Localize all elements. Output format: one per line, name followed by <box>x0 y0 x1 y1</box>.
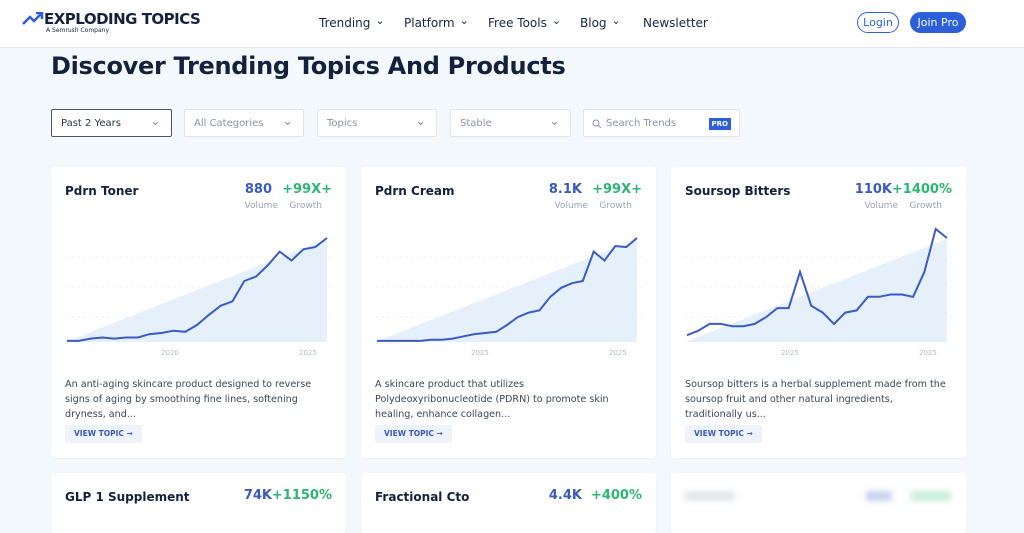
year-label: 2025 <box>919 349 937 357</box>
description: An anti-aging skincare product designed … <box>65 379 312 420</box>
trend-line <box>686 227 948 337</box>
year-label: 2025 <box>781 349 799 357</box>
locked-card <box>671 473 966 533</box>
join-button[interactable]: Join Pro <box>910 12 966 33</box>
topic-card[interactable]: Pdrn Toner 880 +99X+ Volume Growth 2020 2025 An… <box>51 167 346 458</box>
logo[interactable]: EXPLODING TOPICS <box>44 10 201 28</box>
topic-card[interactable]: Pdrn Cream 8.1K +99X+ Volume Growth 2025 2025 A… <box>361 167 656 458</box>
page: EXPLODING TOPICS A Semrush Company Trend… <box>0 0 1024 503</box>
nav-item[interactable]: Newsletter <box>643 16 708 30</box>
view-topic-button[interactable]: VIEW TOPIC <box>685 425 762 443</box>
topic-card[interactable]: GLP 1 Supplement 74K +1150% <box>51 473 346 533</box>
trend-chart <box>375 237 642 342</box>
volume: 110K <box>854 182 892 197</box>
growth: +99X+ <box>592 182 642 197</box>
trend-chart <box>685 227 952 342</box>
search-box[interactable]: Search Trends PRO <box>583 109 740 137</box>
header: EXPLODING TOPICS A Semrush Company Trend… <box>0 0 1024 48</box>
nav-item[interactable]: Free Tools <box>488 16 561 30</box>
description: A skincare product that utilizes Polydeo… <box>375 379 609 420</box>
year-label: 2025 <box>299 349 317 357</box>
topic-card[interactable]: Fractional Cto 4.4K +400% <box>361 473 656 533</box>
filter-label: Past 2 Years <box>61 118 121 129</box>
period-filter[interactable]: Past 2 Years ⌄ <box>51 109 172 137</box>
year-label: 2025 <box>609 349 627 357</box>
topic-name: Pdrn Toner <box>65 184 139 198</box>
year-label: 2020 <box>161 349 179 357</box>
description: Soursop bitters is a herbal supplement m… <box>685 379 946 420</box>
topics-filter[interactable]: Topics ⌄ <box>317 109 437 137</box>
nav-item[interactable]: Blog <box>580 16 621 30</box>
search-placeholder: Search Trends <box>606 118 677 129</box>
volume-label: Volume <box>864 201 898 211</box>
growth: +99X+ <box>282 182 332 197</box>
topic-name: GLP 1 Supplement <box>65 490 190 504</box>
volume: 74K <box>243 488 272 503</box>
volume: 880 <box>244 182 272 197</box>
growth-label: Growth <box>289 201 322 211</box>
logo-sub: A Semrush Company <box>46 27 110 34</box>
trend-line <box>67 237 328 342</box>
nav-item[interactable]: Trending <box>319 16 385 30</box>
topic-name: Soursop Bitters <box>685 184 791 198</box>
volume: 8.1K <box>548 182 582 197</box>
volume-label: Volume <box>244 201 278 211</box>
volume: 4.4K <box>548 488 582 503</box>
filter-label: All Categories <box>194 118 264 129</box>
view-topic-button[interactable]: VIEW TOPIC <box>375 425 452 443</box>
category-filter[interactable]: All Categories ⌄ <box>184 109 304 137</box>
volume-label: Volume <box>554 201 588 211</box>
year-label: 2025 <box>471 349 489 357</box>
filter-label: Topics <box>327 118 358 129</box>
page-title: Discover Trending Topics And Products <box>51 52 566 80</box>
trend-area <box>685 239 947 342</box>
topic-card[interactable]: Soursop Bitters 110K +1400% Volume Growth 202… <box>671 167 966 458</box>
topic-name: Pdrn Cream <box>375 184 455 198</box>
logo-icon <box>22 12 44 25</box>
trend-chart <box>65 237 332 342</box>
growth: +1150% <box>271 488 332 503</box>
topic-name: Fractional Cto <box>375 490 470 504</box>
growth: +400% <box>590 488 642 503</box>
search-icon <box>592 119 602 129</box>
filter-label: Stable <box>460 118 492 129</box>
trend-area <box>375 239 637 342</box>
growth: +1400% <box>891 182 952 197</box>
growth-label: Growth <box>909 201 942 211</box>
pro-badge: PRO <box>708 118 731 130</box>
login-button[interactable]: Login <box>857 12 899 33</box>
nav-item[interactable]: Platform <box>404 16 469 30</box>
status-filter[interactable]: Stable ⌄ <box>450 109 571 137</box>
trend-area <box>65 239 327 342</box>
view-topic-button[interactable]: VIEW TOPIC <box>65 425 142 443</box>
trend-line <box>377 237 638 342</box>
growth-label: Growth <box>599 201 632 211</box>
